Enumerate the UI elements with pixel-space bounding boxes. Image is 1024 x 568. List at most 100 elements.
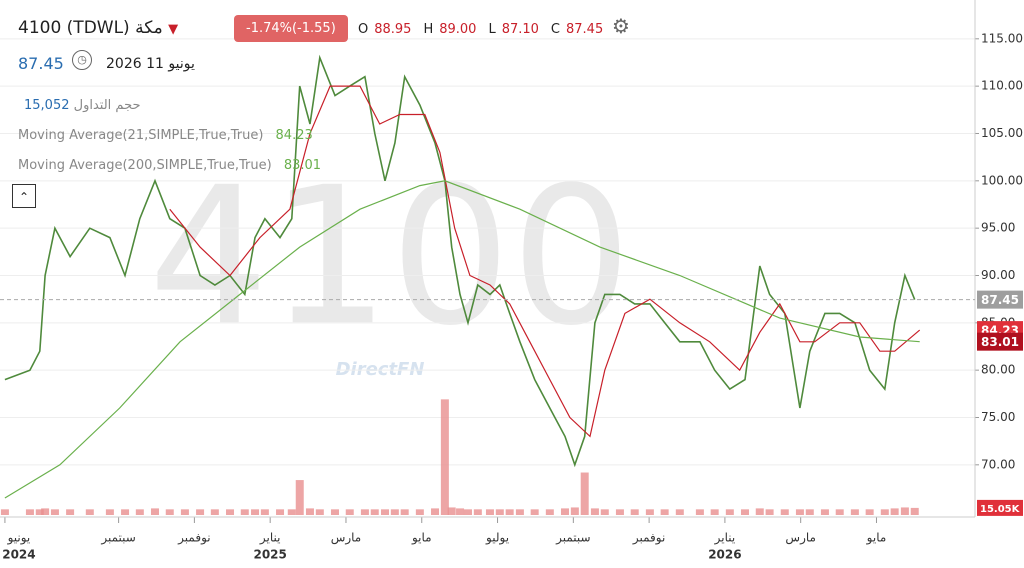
volume-bar xyxy=(50,509,59,515)
volume-bar xyxy=(370,509,379,515)
volume-bar xyxy=(41,508,50,515)
x-tick-label: يونيو xyxy=(7,531,31,546)
volume-bar xyxy=(570,507,579,515)
company-name: مكة xyxy=(135,18,163,38)
volume-bar xyxy=(25,509,34,515)
x-tick-label: نوفمبر xyxy=(177,531,210,546)
x-tick-label: مارس xyxy=(331,531,362,546)
dropdown-arrow[interactable]: ▼ xyxy=(168,22,179,37)
y-tick-label: 105.00 xyxy=(981,126,1023,140)
series-line xyxy=(4,180,920,499)
y-tick-label: 110.00 xyxy=(981,79,1023,93)
volume-bar xyxy=(35,509,44,515)
x-tick-label: نوفمبر xyxy=(632,531,665,546)
volume-bar xyxy=(600,509,609,515)
volume-bar xyxy=(196,509,205,515)
volume-bar xyxy=(390,509,399,515)
volume-bar xyxy=(330,509,339,515)
volume-bar xyxy=(560,508,569,515)
volume-bar xyxy=(473,509,482,515)
volume-bar xyxy=(630,509,639,515)
ohlc: O 88.95 H 89.00 L 87.10 C 87.45 xyxy=(358,22,615,37)
volume-bar xyxy=(755,508,764,515)
volume-bar xyxy=(645,509,654,515)
ohlc-label: L xyxy=(488,22,496,37)
ohlc-value: 88.95 xyxy=(374,22,412,37)
volume-bar xyxy=(400,509,409,515)
volume-bar xyxy=(180,509,189,515)
volume-bar xyxy=(590,508,599,515)
volume-bar xyxy=(380,509,389,515)
volume-bar xyxy=(910,507,919,515)
ohlc-label: O xyxy=(358,22,369,37)
volume-bar xyxy=(135,509,144,515)
collapse-button[interactable]: ⌃ xyxy=(12,184,36,208)
volume-bar xyxy=(850,509,859,515)
watermark-symbol: 4100 xyxy=(148,146,632,367)
volume-bar xyxy=(431,508,440,515)
volume-bar xyxy=(287,509,296,515)
y-tick-label: 70.00 xyxy=(981,457,1015,471)
x-tick-label: سبتمبر xyxy=(555,531,590,546)
volume-bar xyxy=(740,509,749,515)
y-tick-label: 75.00 xyxy=(981,410,1015,424)
volume-bar xyxy=(725,509,734,515)
volume-bar xyxy=(865,509,874,515)
y-tick-label: 80.00 xyxy=(981,363,1015,377)
volume-bar xyxy=(530,509,539,515)
date: يونيو 11 2026 xyxy=(106,56,195,72)
settings-icon[interactable]: ⚙ xyxy=(612,14,630,38)
volume-bar xyxy=(210,509,219,515)
volume-bar xyxy=(295,480,304,515)
ohlc-value: 87.10 xyxy=(501,22,539,37)
y-tick-label: 95.00 xyxy=(981,221,1015,235)
volume-bar xyxy=(456,508,465,515)
exchange: (TDWL) xyxy=(66,18,130,38)
volume-bar xyxy=(795,509,804,515)
volume-bar xyxy=(226,509,235,515)
symbol-line: 4100 (TDWL) مكة ▼ xyxy=(18,18,178,38)
x-tick-label: يوليو xyxy=(485,531,509,546)
volume-badge-bg xyxy=(977,499,1023,516)
change-badge: -1.74%(-1.55) xyxy=(234,15,348,42)
legend-name: Moving Average(200,SIMPLE,True,True) xyxy=(18,158,272,173)
y-tick-label: 100.00 xyxy=(981,173,1023,187)
volume-bar xyxy=(695,509,704,515)
ma200-badge-bg xyxy=(977,332,1023,351)
volume-bar xyxy=(85,509,94,515)
volume-bar xyxy=(820,509,829,515)
volume-bar xyxy=(0,509,9,515)
x-tick-label: مايو xyxy=(866,531,887,546)
volume-bar xyxy=(415,509,424,515)
volume-bar xyxy=(165,509,174,515)
series-line xyxy=(169,85,921,438)
volume-badge: 15.05K xyxy=(980,504,1021,515)
volume-bar xyxy=(675,509,684,515)
ma200-badge: 83.01 xyxy=(981,335,1019,349)
volume-bar xyxy=(515,509,524,515)
volume-bar xyxy=(360,509,369,515)
volume-bar xyxy=(315,509,324,515)
volume-bar xyxy=(505,509,514,515)
legend-value: 83.01 xyxy=(283,158,322,173)
last-price-badge-bg xyxy=(977,290,1023,309)
ma200-legend: Moving Average(200,SIMPLE,True,True) 83.… xyxy=(18,158,321,173)
x-tick-label: يناير xyxy=(259,531,281,546)
x-year-label: 2026 xyxy=(708,548,741,562)
volume-bar xyxy=(485,509,494,515)
volume-bar xyxy=(780,509,789,515)
volume-bar xyxy=(251,509,260,515)
volume-bar xyxy=(463,509,472,515)
last-price-badge: 87.45 xyxy=(981,293,1019,307)
volume-bar xyxy=(105,509,114,515)
watermark-brand: DirectFN xyxy=(336,359,425,380)
x-tick-label: يناير xyxy=(714,531,736,546)
volume-bar xyxy=(121,509,130,515)
ohlc-label: C xyxy=(550,22,560,37)
volume-bar xyxy=(305,508,314,515)
volume-bar xyxy=(900,507,909,515)
volume-label: حجم التداول xyxy=(73,98,141,113)
volume-bar xyxy=(447,507,456,515)
